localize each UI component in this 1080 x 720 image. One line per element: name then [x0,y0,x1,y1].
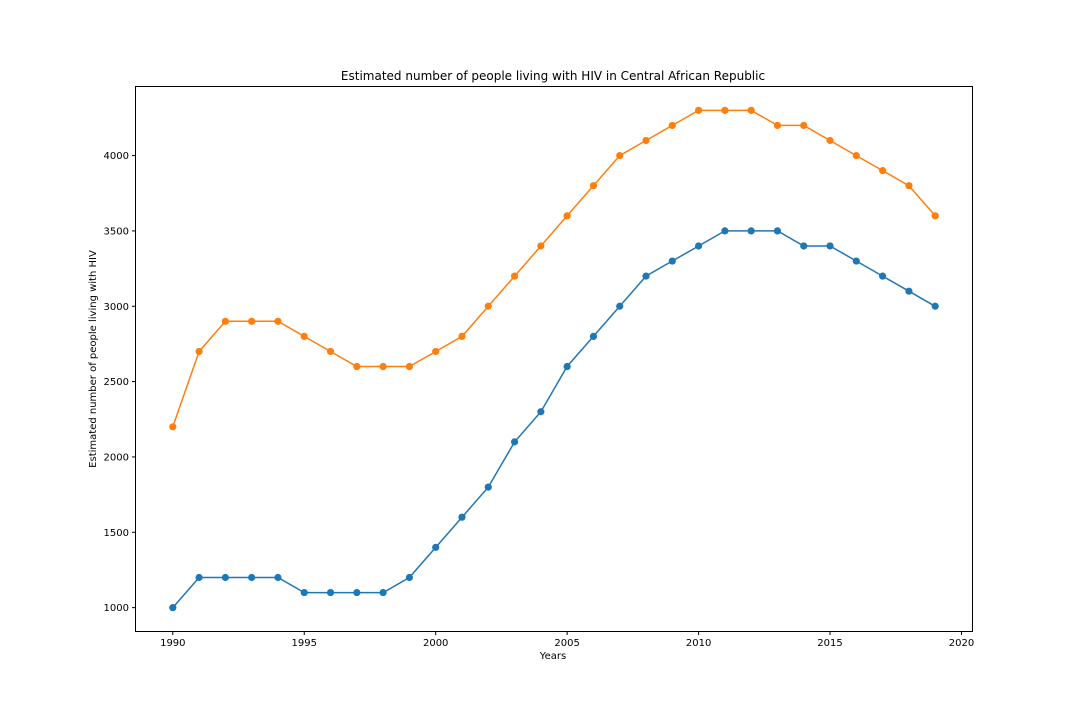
series-1-point [905,287,913,295]
series-2-line [172,109,936,428]
series-2-point [300,332,308,340]
y-tick-label: 3500 [104,226,129,237]
y-tick-label: 1000 [104,603,129,614]
series-1-point [326,588,335,597]
x-tick-label: 2020 [949,638,974,649]
series-1-point [432,543,440,551]
series-2-point [169,423,177,431]
series-1-point [221,573,229,582]
series-2-point [747,106,755,114]
series-1-point [721,227,729,235]
series-1-point [563,362,571,371]
x-tick-label: 1990 [160,638,185,649]
series-1-point [169,604,177,612]
series-2-point [563,212,571,220]
chart-title: Estimated number of people living with H… [341,69,765,83]
series-1-point [852,257,860,265]
series-2-point [248,317,256,325]
series-2-point [721,106,729,114]
series-2-point [221,317,229,325]
series-1-point [642,272,650,280]
series-1-line [172,230,936,609]
series-1-point [589,332,598,340]
x-tick-label: 2010 [686,638,711,649]
y-tick-label: 2500 [104,377,129,388]
plot-area: 1990 1995 2000 2005 2010 2015 2020 1000 1500 2000… [104,106,974,649]
series-1-point [773,227,782,235]
series-2-point [458,332,466,340]
axes-frame [135,86,973,632]
series-2-point [668,121,676,130]
series-1-point [274,573,282,582]
series-1-point [668,257,676,265]
y-tick-label: 1500 [104,528,129,539]
series-1-point [747,227,755,235]
series-1-point [510,438,519,446]
series-1-point [616,302,624,310]
x-tick-label: 2015 [817,638,842,649]
x-tick-label: 2005 [554,638,579,649]
series-2-point [852,151,860,160]
series-1-point [353,588,361,597]
series-2-point [931,212,939,220]
series-2-point [274,317,282,325]
y-axis-label: Estimated number of people living with H… [88,250,99,468]
series-2-point [694,106,703,114]
series-1-point [379,588,387,597]
series-2-point [589,182,598,190]
series-2-point [642,136,650,145]
series-1-point [826,242,834,250]
series-1-point [879,272,887,280]
series-2-point [484,302,492,310]
series-2-point [773,121,782,130]
series-1-point [300,588,308,597]
series-2-point [195,347,203,356]
series-1-point [458,513,466,521]
series-2-point [537,242,545,250]
series-2-point [905,182,913,190]
series-2-point [432,347,440,356]
series-1-point [405,573,414,582]
series-1-point [537,408,545,416]
series-2-point [405,362,414,371]
y-tick-label: 2000 [104,452,129,463]
series-2-point [353,362,361,371]
series-2-point [326,347,335,356]
x-tick-label: 2000 [423,638,448,649]
x-axis-label: Years [539,651,566,662]
series-1-point [195,573,203,582]
series-1-point [931,302,939,310]
series-2-point [510,272,519,280]
series-2-point [800,121,808,130]
series-1-point [800,242,808,250]
series-1-point [484,483,492,491]
series-2-point [826,136,834,145]
series-2-point [879,167,887,175]
series-2-point [616,151,624,160]
y-tick-label: 4000 [104,151,129,162]
series-1-point [694,242,703,250]
series-1-point [248,573,256,582]
y-tick-label: 3000 [104,302,129,313]
series-2-point [379,362,387,371]
x-tick-label: 1995 [292,638,317,649]
